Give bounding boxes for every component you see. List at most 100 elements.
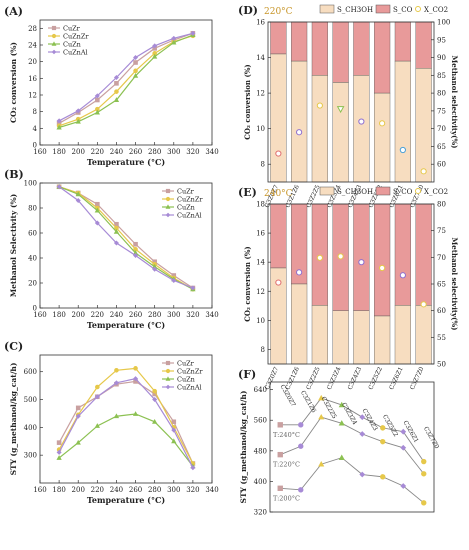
- category-label: C3Z1Z6: [299, 390, 317, 415]
- bar-s-ch3oh: [332, 310, 349, 365]
- data-point: [318, 394, 325, 401]
- category-label: C3Z6Z1: [388, 366, 405, 391]
- y-right-tick-label: 100: [437, 19, 450, 27]
- y-tick-label: 20: [28, 280, 37, 288]
- data-point: [132, 411, 139, 416]
- data-point: [277, 485, 283, 491]
- bar-s-ch3oh: [394, 305, 411, 365]
- y-tick-label: 12: [28, 92, 37, 100]
- legend-marker: [165, 360, 171, 366]
- panel-0: (A) 160 180 200 220 240 260 280 300 320 340 0 4 8 12 16…: [4, 5, 219, 167]
- y-tick-label: 320: [254, 509, 267, 517]
- data-point: [95, 201, 100, 207]
- plot-frame: [269, 381, 435, 513]
- data-point: [114, 221, 119, 227]
- legend-swatch: [319, 4, 335, 14]
- bar-s-ch3oh: [291, 283, 308, 365]
- bar-s-co: [415, 203, 432, 306]
- x-co2-marker: [399, 146, 406, 154]
- x-co2-marker: [420, 301, 427, 308]
- data-point: [75, 439, 81, 445]
- data-point: [56, 118, 62, 124]
- legend-label: CuZnAl: [177, 384, 202, 392]
- bar-s-co: [270, 21, 287, 55]
- plot-frame: [39, 354, 213, 484]
- bar-s-co: [353, 203, 370, 311]
- y-tick-label: 14: [256, 54, 265, 62]
- data-point: [400, 444, 407, 451]
- data-point: [152, 43, 158, 49]
- data-point: [400, 483, 407, 489]
- y-right-tick-label: 65: [437, 143, 446, 151]
- data-point: [298, 422, 304, 428]
- data-point: [318, 460, 325, 467]
- y-right-tick-label: 80: [437, 201, 446, 209]
- data-point: [190, 30, 196, 36]
- category-label: C3Z7Z0: [422, 426, 440, 451]
- x-tick-label: 320: [186, 148, 199, 156]
- data-point: [171, 419, 177, 425]
- data-point: [94, 109, 100, 115]
- bar-s-co: [415, 21, 432, 69]
- series-label: T:220°C: [273, 461, 300, 469]
- y-right-tick-label: 55: [437, 334, 446, 342]
- series-line: [280, 457, 425, 504]
- x-tick-label: 340: [205, 486, 218, 494]
- legend-label: CuZnAl: [177, 212, 202, 220]
- data-point: [171, 39, 177, 45]
- bar-s-ch3oh: [332, 82, 349, 183]
- bar-s-co: [374, 21, 391, 94]
- data-point: [133, 68, 138, 74]
- x-tick-label: 300: [167, 486, 180, 494]
- x-tick-label: 180: [52, 311, 65, 319]
- data-point: [380, 438, 386, 445]
- x-tick-label: 160: [33, 486, 46, 494]
- series-line: [58, 35, 194, 127]
- legend-marker: [51, 49, 57, 55]
- x-co2-marker: [358, 259, 365, 266]
- data-point: [113, 97, 120, 102]
- bar-s-ch3oh: [311, 305, 328, 365]
- data-point: [133, 366, 138, 371]
- series-line: [280, 416, 425, 475]
- data-point: [421, 458, 427, 465]
- x-tick-label: 300: [167, 311, 180, 319]
- y-tick-label: 0: [33, 305, 37, 313]
- panel-label: (D): [238, 4, 258, 17]
- data-point: [75, 191, 81, 197]
- bar-s-co: [332, 21, 349, 83]
- y-tick-label: 8: [261, 346, 265, 354]
- bar-s-ch3oh: [415, 68, 432, 183]
- x-tick-label: 340: [205, 148, 218, 156]
- panel-label: (F): [238, 368, 256, 381]
- temperature-label: 220°C: [264, 7, 293, 17]
- x-tick-label: 260: [129, 486, 142, 494]
- x-tick-label: 220: [91, 148, 104, 156]
- y-right-tick-label: 50: [437, 361, 446, 369]
- bar-s-co: [394, 203, 411, 306]
- data-point: [152, 266, 158, 272]
- data-point: [113, 240, 119, 246]
- y-tick-label: 4: [33, 125, 38, 133]
- data-point: [359, 471, 366, 478]
- data-point: [95, 384, 100, 390]
- y-tick-label: 20: [28, 58, 37, 66]
- series-line: [58, 32, 194, 122]
- data-point: [298, 443, 304, 449]
- legend-marker: [165, 384, 171, 390]
- data-point: [298, 487, 304, 493]
- data-point: [133, 54, 139, 61]
- legend-marker: [165, 204, 171, 209]
- legend-marker: [51, 41, 57, 46]
- data-point: [190, 465, 196, 471]
- legend-label: CuZn: [177, 204, 195, 212]
- x-co2-marker: [275, 279, 282, 286]
- y-right-tick-label: 65: [437, 281, 446, 289]
- data-point: [152, 388, 157, 394]
- y-right-axis-label: Methanol selectivity(%): [450, 238, 459, 331]
- data-point: [56, 124, 62, 130]
- data-point: [380, 474, 386, 480]
- x-co2-marker: [296, 129, 303, 136]
- x-co2-marker: [337, 253, 344, 260]
- category-label: C3Z3Z4: [326, 366, 343, 391]
